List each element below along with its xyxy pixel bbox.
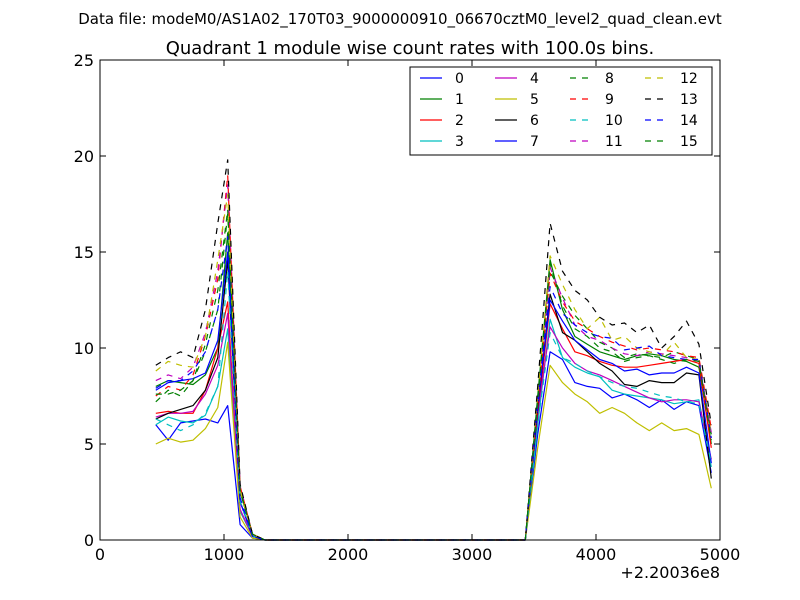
legend-label-14: 14 — [680, 113, 698, 129]
legend-label-4: 4 — [530, 71, 539, 87]
legend-box — [409, 66, 713, 156]
x-tick-label: 5000 — [700, 545, 741, 564]
chart-title: Quadrant 1 module wise count rates with … — [166, 38, 655, 59]
legend-label-3: 3 — [455, 134, 464, 150]
series-line-14 — [155, 236, 712, 541]
legend-label-9: 9 — [605, 92, 614, 108]
y-tick-label: 10 — [74, 339, 94, 358]
legend-label-8: 8 — [605, 71, 614, 87]
axes-frame — [99, 59, 721, 541]
y-tick-label: 25 — [74, 51, 94, 70]
series-line-10 — [155, 270, 712, 541]
series-line-15 — [155, 209, 712, 541]
legend-label-15: 15 — [680, 134, 698, 150]
x-tick-label: 2000 — [328, 545, 369, 564]
x-offset-label: +2.20036e8 — [620, 563, 720, 582]
legend-label-1: 1 — [455, 92, 464, 108]
series-line-12 — [155, 193, 712, 541]
x-tick-label: 4000 — [576, 545, 617, 564]
series-line-5 — [155, 341, 712, 541]
y-tick-label: 15 — [74, 243, 94, 262]
x-tick-label: 1000 — [204, 545, 245, 564]
legend-label-0: 0 — [455, 71, 464, 87]
y-tick-label: 5 — [84, 435, 94, 454]
legend-label-2: 2 — [455, 113, 464, 129]
legend-label-10: 10 — [605, 113, 623, 129]
series-line-6 — [155, 259, 712, 541]
x-tick-label: 3000 — [452, 545, 493, 564]
series-line-7 — [155, 251, 712, 541]
series-line-4 — [155, 312, 712, 541]
x-tick-label: 0 — [95, 545, 105, 564]
plot-lines — [155, 159, 712, 541]
y-tick-label: 20 — [74, 147, 94, 166]
legend-label-11: 11 — [605, 134, 623, 150]
legend-label-5: 5 — [530, 92, 539, 108]
legend-label-13: 13 — [680, 92, 698, 108]
legend-label-12: 12 — [680, 71, 698, 87]
axis-ticks — [99, 59, 721, 541]
y-tick-label: 0 — [84, 531, 94, 550]
legend-label-6: 6 — [530, 113, 539, 129]
legend-label-7: 7 — [530, 134, 539, 150]
chart-suptitle: Data file: modeM0/AS1A02_170T03_90000009… — [78, 10, 722, 29]
